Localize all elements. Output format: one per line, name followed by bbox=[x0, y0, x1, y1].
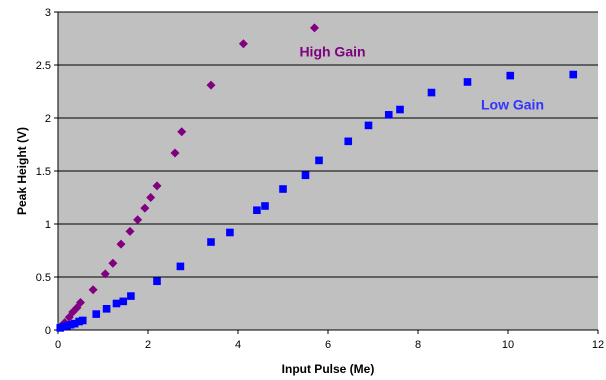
low-gain-point-6 bbox=[78, 316, 87, 325]
high-gain-point-7 bbox=[100, 269, 110, 279]
low-gain-point-16 bbox=[253, 206, 261, 215]
x-tick-label-5: 10 bbox=[502, 339, 514, 351]
y-tick-label-0: 0 bbox=[45, 325, 51, 337]
series-annotations: High Gain Low Gain bbox=[299, 44, 544, 113]
low-gain-point-4 bbox=[70, 319, 79, 328]
x-tick-label-0: 0 bbox=[55, 339, 61, 351]
x-tick-label-2: 4 bbox=[235, 339, 241, 351]
high-gain-point-13 bbox=[146, 193, 156, 202]
y-tick-label-5: 2.5 bbox=[36, 60, 51, 72]
low-gain-point-3 bbox=[66, 320, 75, 329]
high-gain-point-19 bbox=[310, 23, 319, 33]
x-tick-label-1: 2 bbox=[145, 339, 151, 351]
low-gain-point-24 bbox=[396, 105, 404, 114]
low-gain-point-21 bbox=[344, 137, 353, 146]
high-gain-label: High Gain bbox=[299, 44, 365, 60]
high-gain-point-9 bbox=[116, 239, 126, 249]
low-gain-point-7 bbox=[92, 310, 101, 318]
high-gain-point-12 bbox=[140, 203, 150, 213]
y-tick-label-6: 3 bbox=[45, 7, 51, 19]
x-axis-title: Input Pulse (Me) bbox=[282, 362, 375, 376]
y-tick-label-2: 1 bbox=[45, 219, 51, 231]
low-gain-point-9 bbox=[112, 299, 121, 308]
low-gain-point-8 bbox=[102, 305, 111, 313]
low-gain-label: Low Gain bbox=[481, 97, 544, 113]
high-gain-point-18 bbox=[238, 39, 248, 49]
low-gain-point-25 bbox=[427, 88, 436, 97]
low-gain-point-20 bbox=[315, 156, 323, 165]
low-gain-point-19 bbox=[301, 171, 310, 180]
x-tick-label-6: 12 bbox=[592, 339, 604, 351]
x-tick-label-4: 8 bbox=[415, 339, 421, 351]
low-gain-point-14 bbox=[207, 238, 215, 246]
low-gain-point-10 bbox=[119, 297, 128, 306]
high-gain-point-14 bbox=[152, 181, 162, 191]
y-tick-label-4: 2 bbox=[45, 113, 51, 125]
high-gain-point-17 bbox=[206, 80, 216, 90]
gridlines bbox=[58, 11, 598, 278]
series-low-gain bbox=[56, 70, 578, 332]
x-tick-label-3: 6 bbox=[325, 339, 331, 351]
high-gain-point-11 bbox=[133, 215, 143, 225]
y-tick-label-1: 0.5 bbox=[36, 272, 51, 284]
low-gain-point-27 bbox=[506, 71, 515, 80]
high-gain-point-15 bbox=[170, 148, 180, 158]
y-axis-title: Peak Height (V) bbox=[15, 127, 29, 215]
low-gain-point-26 bbox=[463, 78, 472, 86]
low-gain-point-12 bbox=[153, 277, 161, 286]
high-gain-point-16 bbox=[177, 127, 187, 137]
high-gain-point-10 bbox=[125, 226, 135, 236]
y-tick-labels: 0 0.5 1 1.5 2 2.5 3 bbox=[36, 7, 51, 337]
x-tick-labels: 0 2 4 6 8 10 12 bbox=[55, 339, 604, 351]
low-gain-point-11 bbox=[127, 292, 135, 300]
low-gain-point-18 bbox=[279, 185, 287, 193]
low-gain-point-28 bbox=[569, 70, 578, 79]
low-gain-point-13 bbox=[176, 262, 185, 271]
y-tick-label-3: 1.5 bbox=[36, 166, 51, 178]
series-high-gain bbox=[57, 23, 319, 331]
low-gain-point-23 bbox=[384, 111, 393, 119]
low-gain-point-22 bbox=[364, 121, 373, 130]
low-gain-point-17 bbox=[261, 202, 269, 210]
high-gain-point-8 bbox=[108, 258, 118, 268]
high-gain-point-5 bbox=[76, 297, 85, 307]
low-gain-point-15 bbox=[226, 228, 234, 237]
high-gain-point-6 bbox=[88, 285, 98, 295]
